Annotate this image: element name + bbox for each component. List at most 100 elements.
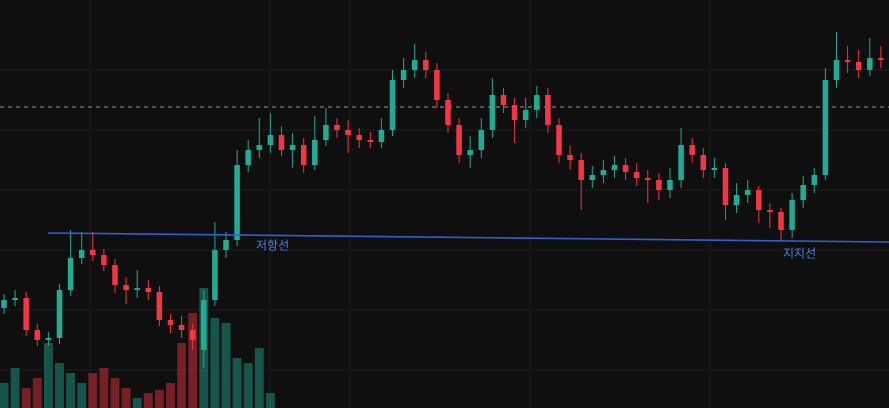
candle-body <box>356 135 362 140</box>
candle-body <box>800 185 806 200</box>
candle-body <box>45 338 52 340</box>
volume-bar <box>132 398 142 408</box>
candle-body <box>545 95 551 125</box>
volume-bar <box>265 393 275 408</box>
trend-line <box>47 232 889 243</box>
annotation: 저항선 <box>256 239 289 253</box>
candle-body <box>278 135 285 150</box>
volume-bar <box>210 318 220 408</box>
candle-body <box>855 62 862 70</box>
candle-body <box>656 180 662 190</box>
volume-bar <box>88 373 98 408</box>
candle-body <box>822 80 829 175</box>
candle-body <box>833 60 840 80</box>
candle-body <box>567 155 573 160</box>
candle-body <box>711 168 718 170</box>
annotation: 지지선 <box>783 247 816 261</box>
candle-body <box>156 292 163 320</box>
candle-body <box>844 60 851 62</box>
candle-body <box>411 60 418 70</box>
candle-body <box>434 70 440 100</box>
candle-body <box>12 298 18 300</box>
candle-body <box>134 288 140 290</box>
candle-body <box>756 190 762 210</box>
candle-body <box>489 95 496 130</box>
candle-body <box>733 195 740 205</box>
candle-body <box>267 135 274 145</box>
candle-body <box>467 150 473 155</box>
candle-body <box>345 130 351 135</box>
candle-body <box>178 325 185 330</box>
candle-body <box>589 175 596 180</box>
candle-body <box>112 265 118 285</box>
volume-bar <box>43 343 53 408</box>
candle-body <box>522 110 529 120</box>
candle-body <box>700 155 707 170</box>
volume-bar <box>55 363 64 408</box>
candle-body <box>212 250 218 300</box>
candle-body <box>578 160 584 180</box>
candle-body <box>234 165 240 240</box>
candle-body <box>744 190 751 195</box>
candle-body <box>445 100 451 125</box>
candle-body <box>223 240 229 250</box>
volume-bar <box>188 313 198 408</box>
volume-bar <box>32 378 42 408</box>
volume-bar <box>154 390 164 408</box>
candle-body <box>400 70 407 80</box>
candle-body <box>478 130 485 150</box>
candle-body <box>878 58 884 60</box>
candle-body <box>256 145 263 150</box>
candle-body <box>323 125 329 140</box>
candle-body <box>600 170 607 175</box>
candle-body <box>34 330 41 340</box>
volume-bar <box>221 323 231 408</box>
candle-body <box>123 285 129 290</box>
candle-body <box>789 200 795 230</box>
candle-body <box>201 300 207 350</box>
candle-body <box>778 212 784 230</box>
volume-bar <box>254 348 264 408</box>
candle-body <box>611 165 618 170</box>
candle-body <box>167 320 174 325</box>
volume-bar <box>243 363 253 408</box>
candle-body <box>300 145 307 165</box>
candle-body <box>1 300 7 308</box>
candle-body <box>389 80 396 130</box>
candle-body <box>23 298 29 330</box>
candle-body <box>534 95 540 110</box>
volume-bar <box>99 368 109 408</box>
volume-bar <box>177 343 187 408</box>
candle-body <box>811 175 818 185</box>
volume-bar <box>66 373 76 408</box>
candle-body <box>289 145 296 150</box>
candle-body <box>689 145 695 155</box>
candle-body <box>367 140 374 142</box>
candle-body <box>678 145 684 180</box>
volume-bar <box>166 383 175 408</box>
candle-body <box>56 290 63 338</box>
candle-body <box>622 165 629 172</box>
candle-body <box>645 178 651 180</box>
candle-body <box>722 168 729 205</box>
candle-body <box>456 125 462 155</box>
candle-body <box>334 125 340 130</box>
candle-body <box>500 95 507 105</box>
candle-body <box>633 172 640 178</box>
candle-body <box>101 255 107 265</box>
candle-body <box>245 150 251 165</box>
volume-bar <box>143 393 153 408</box>
volume-bar <box>110 378 120 408</box>
volume-bar <box>77 383 87 408</box>
candle-body <box>312 140 318 165</box>
volume-bar <box>0 383 9 408</box>
candle-body <box>90 250 96 255</box>
candle-body <box>767 210 773 212</box>
volume-bar <box>232 358 242 408</box>
volume-bar <box>10 368 20 408</box>
candle-body <box>867 58 873 70</box>
